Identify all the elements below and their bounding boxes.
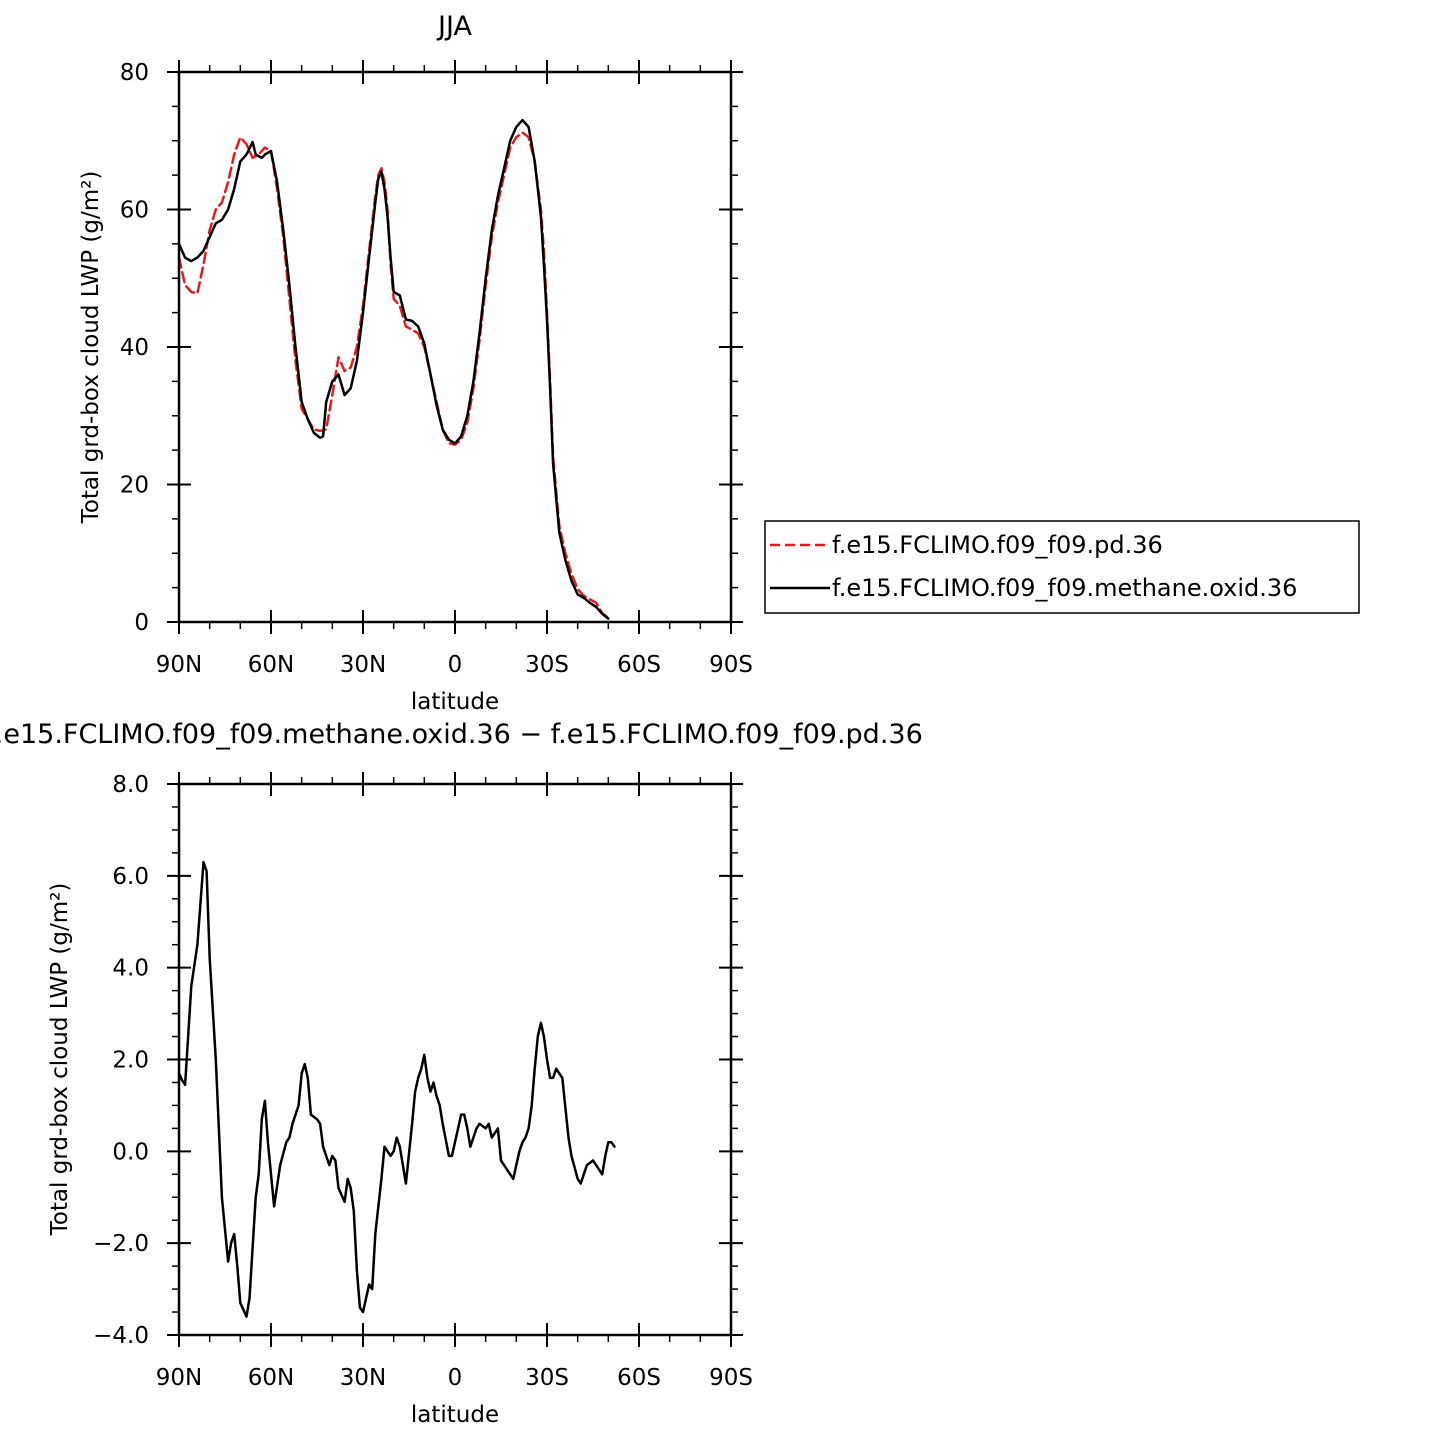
bottom-chart-xlabel: latitude	[411, 1402, 499, 1428]
top-chart-x-tick-label: 90N	[156, 652, 202, 678]
bottom-chart-y-tick-label: 8.0	[112, 772, 149, 798]
legend-label-methane: f.e15.FCLIMO.f09_f09.methane.oxid.36	[832, 574, 1297, 602]
bottom-chart-x-tick-label: 90N	[156, 1365, 202, 1391]
bottom-chart-x-tick-label: 60N	[248, 1365, 294, 1391]
bottom-chart-x-tick-label: 60S	[617, 1365, 661, 1391]
top-chart-ylabel: Total grd-box cloud LWP (g/m²)	[78, 171, 104, 525]
bottom-chart-frame	[177, 782, 733, 1337]
top-chart-y-tick-label: 20	[120, 473, 149, 499]
bottom-chart: f.e15.FCLIMO.f09_f09.methane.oxid.36 − f…	[0, 719, 923, 1428]
top-chart-xlabel: latitude	[411, 689, 499, 715]
top-chart-lines	[177, 118, 610, 620]
top-chart-x-tick-label: 60S	[617, 652, 661, 678]
top-chart-y-tick-label: 0	[134, 610, 149, 636]
bottom-chart-y-tick-label: 0.0	[112, 1139, 149, 1165]
bottom-chart-y-tick-label: −2.0	[93, 1231, 149, 1257]
legend-box	[764, 520, 1360, 614]
top-chart-x-tick-label: 60N	[248, 652, 294, 678]
top-chart-y-tick-label: 60	[120, 198, 149, 224]
top-chart: JJA 90N 60N 30N 0 30S 60S 90S 0 20 40 60 80 latitud…	[78, 11, 1360, 715]
top-chart-y-tick-label: 80	[120, 60, 149, 86]
top-chart-frame	[177, 70, 733, 624]
bottom-chart-x-tick-label: 0	[448, 1365, 463, 1391]
bottom-chart-x-tick-label: 90S	[709, 1365, 753, 1391]
top-chart-x-tick-label: 30S	[525, 652, 569, 678]
bottom-chart-x-tick-label: 30S	[525, 1365, 569, 1391]
bottom-chart-y-tick-label: 2.0	[112, 1048, 149, 1074]
bottom-chart-y-tick-label: −4.0	[93, 1323, 149, 1349]
bottom-chart-y-tick-label: 4.0	[112, 956, 149, 982]
top-chart-series-line-1	[177, 118, 610, 620]
top-chart-tick-labels: 90N 60N 30N 0 30S 60S 90S 0 20 40 60 80	[120, 60, 753, 678]
legend: f.e15.FCLIMO.f09_f09.pd.36 f.e15.FCLIMO.…	[764, 520, 1360, 614]
bottom-chart-y-tick-label: 6.0	[112, 864, 149, 890]
top-chart-x-tick-label: 30N	[340, 652, 386, 678]
top-chart-x-tick-label: 90S	[709, 652, 753, 678]
bottom-chart-ylabel: Total grd-box cloud LWP (g/m²)	[47, 883, 73, 1237]
bottom-chart-series-line-0	[177, 860, 616, 1318]
bottom-chart-lines	[177, 860, 616, 1318]
top-chart-x-tick-label: 0	[448, 652, 463, 678]
bottom-chart-x-tick-label: 30N	[340, 1365, 386, 1391]
bottom-chart-title: f.e15.FCLIMO.f09_f09.methane.oxid.36 − f…	[0, 719, 923, 750]
bottom-chart-tick-labels: 90N 60N 30N 0 30S 60S 90S −4.0 −2.0 0.0 2.0 4.0 6.0 8…	[93, 772, 753, 1391]
legend-label-pd: f.e15.FCLIMO.f09_f09.pd.36	[832, 531, 1163, 559]
top-chart-title: JJA	[436, 11, 472, 42]
top-chart-y-tick-label: 40	[120, 335, 149, 361]
